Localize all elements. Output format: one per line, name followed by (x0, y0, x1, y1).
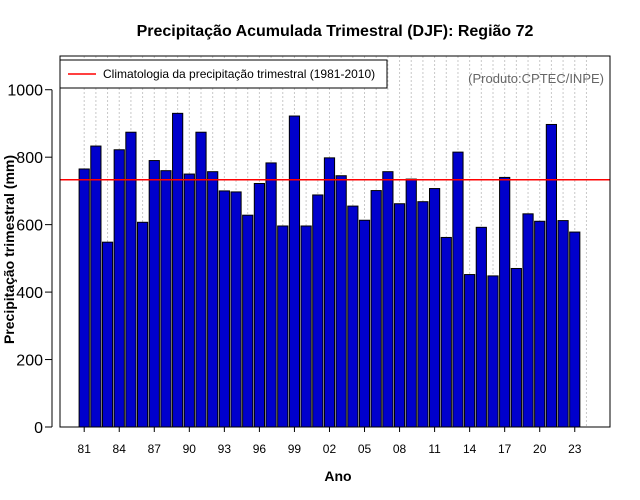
bar-1990 (183, 173, 195, 428)
bar-2022 (557, 220, 569, 428)
y-tick-label: 800 (16, 150, 43, 167)
bar-1991 (195, 131, 207, 428)
bar-2015 (475, 226, 487, 428)
y-axis-title: Precipitação trimestral (mm) (1, 155, 17, 344)
bar-2009 (405, 178, 417, 428)
bar-2010 (417, 201, 429, 428)
bar-2001 (312, 194, 324, 428)
x-tick-label: 14 (463, 442, 477, 456)
bar-1996 (253, 182, 266, 428)
bar-2019 (522, 213, 534, 428)
y-tick-label: 1000 (7, 83, 43, 100)
bar-2016 (487, 275, 499, 428)
bar-2013 (452, 151, 464, 428)
bar-1988 (160, 170, 172, 428)
bar-1994 (230, 191, 242, 428)
plot-frame (59, 55, 611, 428)
x-tick-label: 02 (323, 442, 337, 456)
bar-2003 (335, 175, 347, 428)
bar-1986 (137, 221, 149, 428)
bar-1998 (277, 225, 289, 428)
x-tick-label: 84 (113, 442, 127, 456)
x-tick-label: 90 (183, 442, 197, 456)
bar-1982 (90, 145, 102, 428)
chart-title: Precipitação Acumulada Trimestral (DJF):… (137, 23, 534, 40)
bar-2018 (510, 267, 522, 428)
x-tick-label: 96 (253, 442, 267, 456)
bar-1981 (78, 168, 90, 428)
bar-1997 (265, 162, 277, 428)
x-tick-label: 20 (533, 442, 547, 456)
x-tick-label: 23 (568, 442, 582, 456)
bar-1989 (172, 112, 184, 428)
y-tick-label: 200 (16, 353, 43, 370)
legend-label: Climatologia da precipitação trimestral … (103, 67, 375, 81)
x-tick-label: 08 (393, 442, 407, 456)
bar-2012 (440, 236, 452, 428)
bar-2017 (499, 176, 511, 428)
bar-2007 (382, 171, 394, 428)
y-tick-label: 400 (16, 285, 43, 302)
x-axis-title: Ano (324, 468, 351, 484)
bar-2021 (545, 123, 557, 428)
legend: Climatologia da precipitação trimestral … (59, 59, 388, 89)
credit-text: (Produto:CPTEC/INPE) (468, 71, 604, 86)
bar-1993 (218, 190, 230, 428)
bar-2004 (347, 205, 359, 428)
bar-2011 (429, 188, 441, 428)
x-axis: 81 84 87 90 93 96 99 02 05 08 11 14 17 20 23 (78, 427, 582, 456)
bars (78, 112, 581, 428)
bar-1987 (148, 160, 160, 428)
bar-2014 (464, 274, 476, 428)
y-tick-label: 0 (34, 420, 43, 437)
x-tick-label: 11 (428, 442, 441, 456)
bar-1992 (207, 171, 219, 428)
y-axis: 0 200 400 600 800 1000 (7, 83, 53, 437)
bar-1985 (125, 131, 137, 428)
bar-2008 (393, 203, 406, 428)
y-tick-label: 600 (16, 218, 43, 235)
x-tick-label: 99 (288, 442, 302, 456)
x-tick-label: 87 (148, 442, 162, 456)
x-tick-label: 05 (358, 442, 372, 456)
bar-2005 (358, 219, 371, 428)
legend-box (59, 59, 388, 89)
x-tick-label: 93 (218, 442, 232, 456)
bar-2000 (300, 225, 312, 428)
x-tick-label: 17 (498, 442, 512, 456)
bar-1999 (288, 115, 301, 428)
bar-1984 (113, 149, 125, 428)
bar-1995 (242, 214, 254, 428)
bar-2002 (323, 157, 336, 428)
bar-2020 (534, 220, 546, 428)
bar-2006 (370, 190, 382, 428)
bar-2023 (569, 231, 581, 428)
x-tick-label: 81 (78, 442, 92, 456)
bar-1983 (101, 241, 114, 428)
